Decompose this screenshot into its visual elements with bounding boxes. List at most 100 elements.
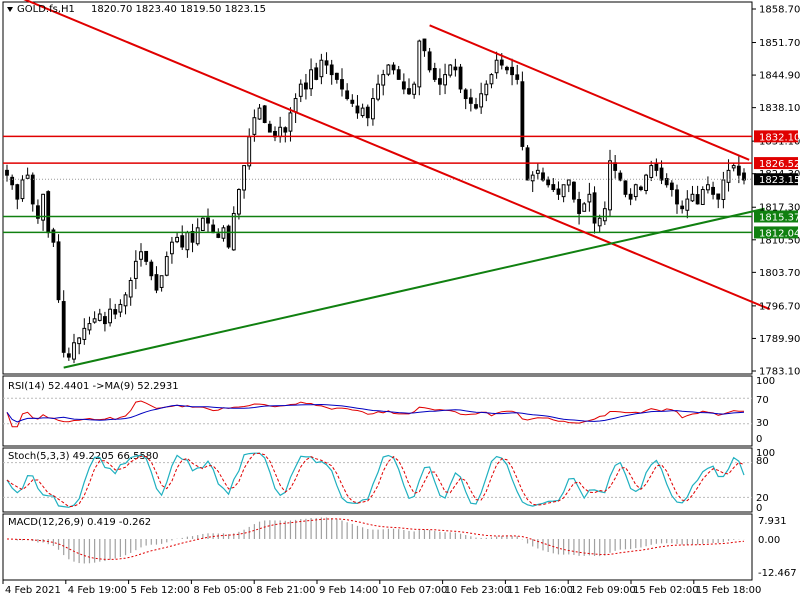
candle-body [180,235,185,248]
stoch-level-80: 80 [756,456,769,467]
candle-body [453,66,458,71]
candle-body [20,179,25,200]
macd-label: MACD(12,26,9) 0.419 -0.262 [8,517,151,528]
price-tick-label: 1844.90 [759,71,800,82]
macd-level-max: 7.931 [758,516,787,527]
candle-body [304,82,308,90]
candle-body [195,227,200,245]
candle-body [211,224,216,234]
candle-body [257,107,262,120]
candle-body [551,184,556,191]
candle-body [401,81,406,90]
candle-body [340,79,344,90]
rsi-level-0: 0 [756,434,762,445]
candle-body [577,198,581,214]
candle-body [133,260,138,279]
candle-body [690,193,695,202]
price-tick-label: 1838.10 [759,103,800,114]
upper-red-resistance-trendline[interactable] [429,24,750,161]
candle-body [247,136,252,167]
candle-body [144,250,149,262]
candle-body [726,169,731,183]
dropdown-triangle-icon[interactable] [7,7,13,12]
candle-body [72,342,76,360]
candle-body [123,294,128,307]
price-tick-label: 1783.10 [759,367,800,378]
candle-body [700,189,705,205]
candle-body [283,127,288,133]
time-tick-label: 5 Feb 12:00 [131,585,190,596]
stoch-level-100: 100 [756,448,775,459]
candle-body [139,251,143,260]
candle-body [582,203,587,212]
candle-body [499,59,504,66]
candle-body [15,184,20,200]
candle-body [448,64,453,76]
candle-body [226,225,231,248]
candle-body [587,193,592,203]
candle-body [118,303,123,313]
stochastic-label: Stoch(5,3,3) 49.2205 66.5580 [8,451,159,462]
candle-body [5,169,9,176]
candle-body [602,208,607,222]
candle-body [566,179,571,186]
candle-body [561,184,566,198]
candle-body [309,69,313,90]
candle-body [267,123,272,133]
time-tick-label: 8 Feb 05:00 [193,585,252,596]
candle-body [618,172,623,181]
candle-body [46,191,51,234]
price-tick-label: 1789.90 [759,334,800,345]
candle-body [77,337,82,345]
candle-body [706,184,710,191]
upper-red-channel-trendline[interactable] [10,0,771,311]
candle-body [170,241,174,255]
stoch-main-line [6,452,745,508]
time-tick-label: 4 Feb 19:00 [68,585,127,596]
rsi-level-30: 30 [756,418,769,429]
candle-body [386,64,391,75]
macd-panel[interactable] [2,513,753,581]
candle-body [97,313,102,321]
candle-body [695,194,700,205]
candle-body [206,217,210,224]
candle-body [685,198,690,211]
candle-body [154,274,159,291]
candle-body [190,230,195,243]
price-tag-background [754,210,798,223]
rsi-level-70: 70 [756,395,769,406]
price-tick-label: 1796.70 [759,301,800,312]
candle-body [443,74,447,86]
price-tick-label: 1803.70 [759,268,800,279]
candle-body [659,167,664,181]
candle-body [494,59,499,74]
candle-body [82,327,87,340]
candle-body [381,74,386,86]
candle-body [633,184,638,198]
candle-body [159,275,164,288]
candle-body [546,179,551,186]
candle-body [350,99,355,104]
stoch-level-0: 0 [756,503,762,514]
candle-body [200,217,205,231]
price-tick-label: 1858.70 [759,5,800,16]
candle-body [489,74,494,85]
candle-body [92,318,97,323]
candle-body [597,217,602,227]
candlestick-series [5,38,746,364]
candle-body [556,188,561,195]
price-tick-label: 1810.50 [759,235,800,246]
candle-body [422,38,427,52]
time-tick-label: 10 Feb 07:00 [382,585,448,596]
macd-level-min: -12.467 [758,568,797,579]
candle-body [242,165,246,191]
time-tick-label: 10 Feb 23:00 [445,585,511,596]
candle-body [644,174,648,192]
price-tag-background [754,173,798,186]
candle-body [175,236,179,243]
candle-body [654,163,659,171]
rsi-level-100: 100 [756,376,775,387]
candle-body [438,78,442,85]
green-support-trendline[interactable] [63,207,765,369]
